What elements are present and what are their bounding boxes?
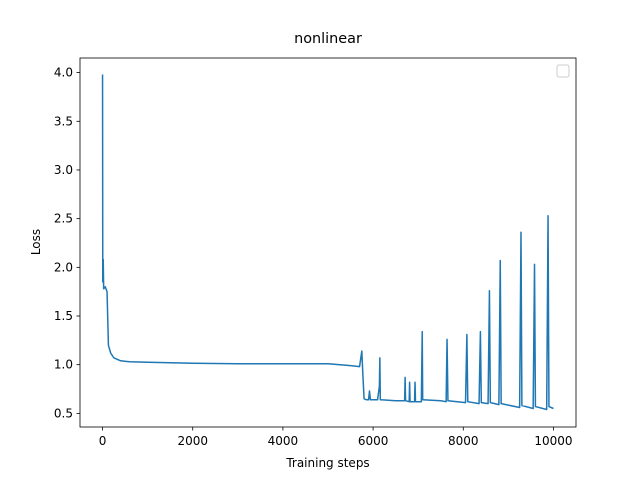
y-tick-label: 0.5: [54, 406, 73, 420]
x-tick-label: 2000: [177, 434, 208, 448]
x-axis-label: Training steps: [285, 456, 369, 470]
y-tick-label: 1.0: [54, 358, 73, 372]
y-tick-label: 1.5: [54, 309, 73, 323]
x-tick-label: 4000: [268, 434, 299, 448]
x-tick-label: 6000: [358, 434, 389, 448]
x-tick-label: 0: [99, 434, 107, 448]
x-tick-label: 8000: [448, 434, 479, 448]
line: [101, 74, 554, 411]
chart-title: nonlinear: [294, 31, 362, 47]
legend-box: [556, 64, 570, 78]
y-tick-label: 2.0: [54, 260, 73, 274]
y-axis-label: Loss: [29, 229, 43, 255]
y-tick-label: 3.5: [54, 114, 73, 128]
plot-frame: [79, 57, 577, 428]
y-tick-label: 4.0: [54, 66, 73, 80]
y-tick-label: 3.0: [54, 163, 73, 177]
y-tick-label: 2.5: [54, 212, 73, 226]
x-tick-label: 10000: [534, 434, 572, 448]
